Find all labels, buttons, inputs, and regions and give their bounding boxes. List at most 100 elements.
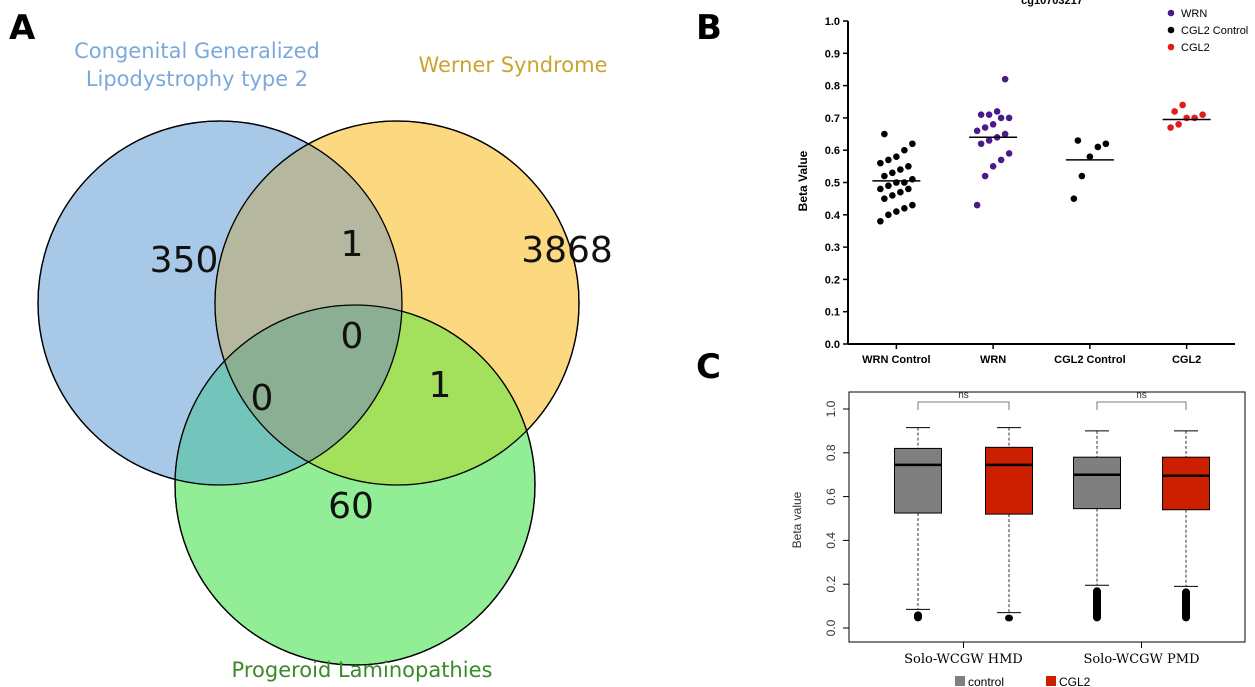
venn-diagram: Congenital Generalized Lipodystrophy typ… bbox=[37, 39, 613, 682]
dot-plot-y-tick-label: 0.0 bbox=[825, 339, 840, 351]
venn-count-all: 0 bbox=[341, 316, 364, 357]
dot-plot-point bbox=[1167, 124, 1174, 131]
box-plot-legend-label: control bbox=[968, 675, 1004, 687]
venn-outline-cgl2 bbox=[37, 120, 403, 486]
dot-plot-legend-marker bbox=[1167, 26, 1175, 34]
dot-plot-point bbox=[897, 188, 904, 196]
dot-plot-point bbox=[877, 217, 884, 225]
dot-plot-point bbox=[909, 201, 916, 209]
venn-count-cgl2-pl: 0 bbox=[251, 378, 274, 419]
box-plot-outliers bbox=[1005, 614, 1013, 622]
box-plot-legend-swatch bbox=[955, 676, 965, 686]
venn-outline-wrn bbox=[214, 120, 580, 486]
box-plot-frame bbox=[848, 391, 1246, 643]
venn-overlap-all bbox=[215, 305, 402, 485]
box-plot-box bbox=[1162, 456, 1210, 511]
dot-plot-point bbox=[1102, 140, 1110, 148]
dot-plot-point bbox=[893, 208, 900, 215]
dot-plot-point bbox=[1199, 111, 1206, 118]
dot-plot-point bbox=[901, 146, 908, 154]
panel-label-c: C bbox=[696, 347, 721, 387]
dot-plot-point bbox=[881, 130, 888, 138]
dot-plot-legend-marker bbox=[1167, 43, 1175, 51]
dot-plot-point bbox=[1094, 143, 1102, 151]
dot-plot-chart: 0.0 0.1 0.2 0.3 0.4 0.5 0.6 0.7 0.8 0.9 1.0 WRN Con… bbox=[796, 0, 1248, 366]
dot-plot-point bbox=[901, 205, 908, 212]
dot-plot-legend-marker bbox=[1167, 9, 1175, 17]
dot-plot-x-tick-label: CGL2 bbox=[1172, 354, 1201, 366]
dot-plot-point bbox=[885, 211, 892, 219]
box-plot-significance-bracket bbox=[917, 401, 1010, 410]
box-plot-significance-label: ns bbox=[1136, 390, 1147, 401]
dot-plot-point bbox=[1179, 101, 1186, 109]
dot-plot-point bbox=[989, 121, 997, 128]
box-plot-y-tick-label: 1.0 bbox=[824, 400, 838, 417]
dot-plot-point bbox=[989, 163, 997, 170]
dot-plot-point bbox=[985, 137, 993, 144]
dot-plot-y-tick-label: 0.1 bbox=[825, 307, 840, 319]
box-plot-outliers bbox=[1182, 588, 1190, 622]
box-plot-significance-bracket bbox=[1096, 401, 1187, 410]
box-plot-legend-label: CGL2 bbox=[1059, 675, 1091, 687]
panel-label-b: B bbox=[696, 8, 722, 48]
dot-plot-x-tick-label: WRN Control bbox=[862, 354, 930, 366]
box-plot-box bbox=[894, 447, 942, 514]
box-plot-y-tick-label: 0.4 bbox=[824, 532, 838, 549]
dot-plot-point bbox=[1070, 195, 1078, 202]
dot-plot-x-tick-label: WRN bbox=[980, 354, 1006, 366]
dot-plot-y-tick-label: 0.3 bbox=[825, 242, 840, 254]
dot-plot-point bbox=[881, 172, 888, 180]
dot-plot-point bbox=[889, 169, 896, 177]
dot-plot-point bbox=[885, 156, 892, 164]
dot-plot-point bbox=[909, 140, 916, 148]
box-plot-outliers bbox=[914, 611, 922, 622]
box-plot-outliers bbox=[1093, 587, 1101, 622]
dot-plot-y-tick-label: 0.9 bbox=[825, 48, 840, 60]
dot-plot-point bbox=[1005, 150, 1013, 157]
venn-count-wrn-pl: 1 bbox=[429, 365, 452, 406]
dot-plot-point bbox=[973, 201, 981, 209]
venn-label-wrn: Werner Syndrome bbox=[418, 53, 607, 77]
box-plot-x-tick-label: Solo-WCGW HMD bbox=[904, 652, 1023, 667]
dot-plot-point bbox=[973, 127, 981, 135]
dot-plot-point bbox=[985, 111, 993, 118]
dot-plot-y-tick-label: 0.8 bbox=[825, 81, 840, 93]
dot-plot-legend-label: WRN bbox=[1181, 8, 1207, 20]
dot-plot-point bbox=[877, 159, 884, 167]
venn-count-cgl2-only: 350 bbox=[150, 240, 219, 281]
dot-plot-point bbox=[977, 111, 985, 118]
box-plot-y-tick-label: 0.6 bbox=[824, 488, 838, 505]
box-plot-box bbox=[985, 446, 1033, 515]
dot-plot-legend-label: CGL2 Control bbox=[1181, 25, 1248, 37]
box-plot-y-tick-label: 0.0 bbox=[824, 619, 838, 636]
panel-label-a: A bbox=[9, 8, 36, 48]
venn-label-cgl2-line2: Lipodystrophy type 2 bbox=[86, 67, 308, 91]
box-plot-y-axis-label: Beta value bbox=[790, 491, 804, 548]
dot-plot-point bbox=[1171, 108, 1178, 115]
dot-plot-point bbox=[885, 182, 892, 190]
dot-plot-point bbox=[997, 156, 1005, 164]
box-plot-legend-swatch bbox=[1046, 676, 1056, 686]
dot-plot-y-tick-label: 0.7 bbox=[825, 113, 840, 125]
dot-plot-point bbox=[981, 172, 989, 180]
box-plot-chart: 0.0 0.2 0.4 0.6 0.8 1.0 Solo-WCGW HMD Solo-WCGW… bbox=[790, 390, 1246, 687]
dot-plot-legend-label: WRN Control bbox=[1181, 0, 1246, 3]
venn-label-cgl2-line1: Congenital Generalized bbox=[74, 39, 320, 63]
dot-plot-point bbox=[993, 108, 1001, 115]
dot-plot-point bbox=[977, 140, 985, 148]
dot-plot-y-tick-label: 0.5 bbox=[825, 178, 840, 190]
dot-plot-point bbox=[889, 192, 896, 199]
box-plot-y-tick-label: 0.8 bbox=[824, 444, 838, 461]
dot-plot-point bbox=[1078, 172, 1086, 180]
dot-plot-point bbox=[1175, 121, 1182, 128]
dot-plot-y-tick-label: 1.0 bbox=[825, 16, 840, 28]
dot-plot-point bbox=[1086, 153, 1094, 160]
dot-plot-point bbox=[905, 185, 912, 193]
box-plot-x-tick-label: Solo-WCGW PMD bbox=[1083, 652, 1199, 667]
dot-plot-point bbox=[997, 114, 1005, 122]
venn-count-wrn-only: 3868 bbox=[521, 230, 613, 271]
dot-plot-title: cg10703217 bbox=[1021, 0, 1083, 7]
venn-label-pl: Progeroid Laminopathies bbox=[232, 658, 493, 682]
venn-outline-pl bbox=[174, 304, 536, 666]
dot-plot-point bbox=[1001, 130, 1009, 138]
